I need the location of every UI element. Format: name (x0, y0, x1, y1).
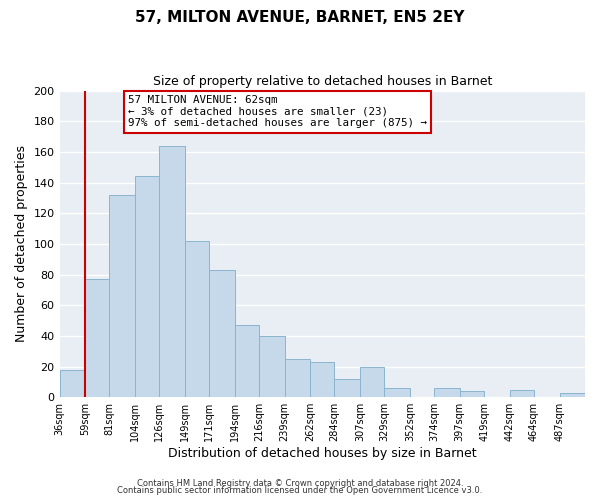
Bar (209, 270, 235, 397)
Bar (509, 390, 534, 397)
Bar (235, 325, 259, 397)
Bar (360, 366, 385, 397)
Bar (434, 388, 460, 397)
Text: 57, MILTON AVENUE, BARNET, EN5 2EY: 57, MILTON AVENUE, BARNET, EN5 2EY (135, 10, 465, 25)
Bar (259, 336, 284, 397)
Bar (59, 370, 85, 397)
Y-axis label: Number of detached properties: Number of detached properties (15, 146, 28, 342)
Title: Size of property relative to detached houses in Barnet: Size of property relative to detached ho… (152, 75, 492, 88)
Bar (560, 392, 585, 397)
Bar (385, 388, 410, 397)
X-axis label: Distribution of detached houses by size in Barnet: Distribution of detached houses by size … (168, 447, 476, 460)
Bar (135, 176, 160, 397)
Bar (460, 391, 484, 397)
Bar (109, 195, 135, 397)
Text: 57 MILTON AVENUE: 62sqm
← 3% of detached houses are smaller (23)
97% of semi-det: 57 MILTON AVENUE: 62sqm ← 3% of detached… (128, 95, 427, 128)
Bar (334, 379, 360, 397)
Text: Contains HM Land Registry data © Crown copyright and database right 2024.: Contains HM Land Registry data © Crown c… (137, 478, 463, 488)
Bar (310, 362, 334, 397)
Bar (85, 279, 109, 397)
Text: Contains public sector information licensed under the Open Government Licence v3: Contains public sector information licen… (118, 486, 482, 495)
Bar (284, 359, 310, 397)
Bar (185, 241, 209, 397)
Bar (160, 146, 185, 397)
